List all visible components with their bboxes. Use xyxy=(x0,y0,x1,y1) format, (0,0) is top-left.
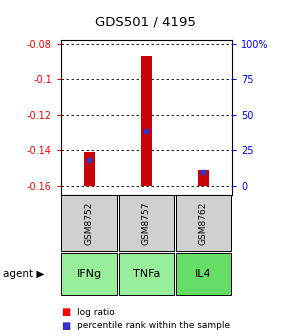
Bar xyxy=(198,170,209,186)
Text: IFNg: IFNg xyxy=(77,269,102,279)
Bar xyxy=(141,56,152,186)
Bar xyxy=(119,196,174,251)
Text: IL4: IL4 xyxy=(195,269,212,279)
Text: GDS501 / 4195: GDS501 / 4195 xyxy=(95,15,195,28)
Bar xyxy=(84,152,95,186)
Text: agent ▶: agent ▶ xyxy=(3,269,44,279)
Bar xyxy=(61,196,117,251)
Text: GSM8757: GSM8757 xyxy=(142,202,151,245)
Bar xyxy=(61,253,117,295)
Text: percentile rank within the sample: percentile rank within the sample xyxy=(77,322,230,330)
Text: TNFa: TNFa xyxy=(133,269,160,279)
Text: GSM8752: GSM8752 xyxy=(85,202,94,245)
Text: log ratio: log ratio xyxy=(77,308,115,317)
Bar xyxy=(119,253,174,295)
Text: ■: ■ xyxy=(61,321,70,331)
Bar xyxy=(175,196,231,251)
Bar xyxy=(175,253,231,295)
Text: GSM8762: GSM8762 xyxy=(199,202,208,245)
Text: ■: ■ xyxy=(61,307,70,318)
